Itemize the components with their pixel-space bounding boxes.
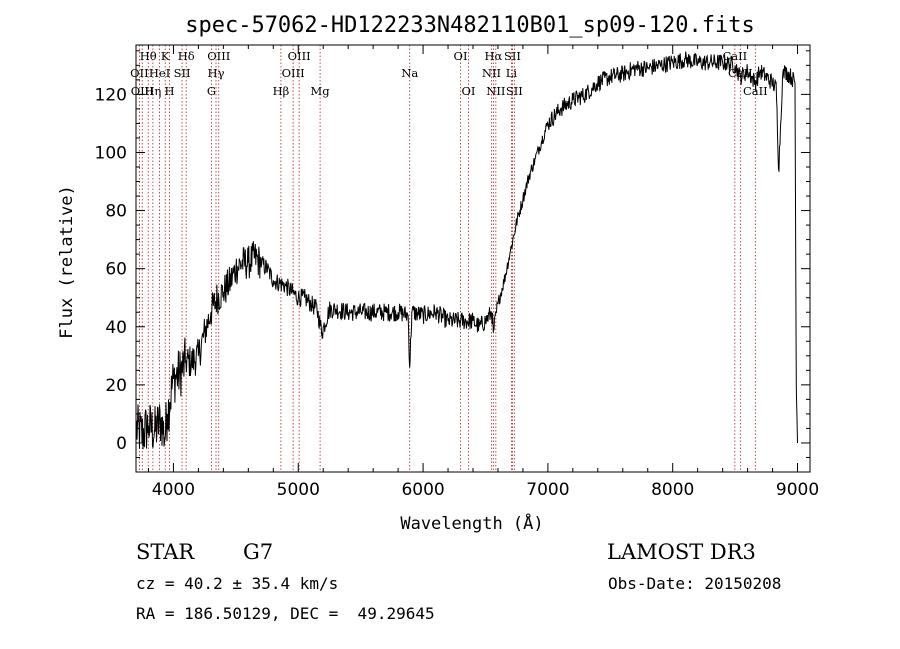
spectral-line-label: OI	[462, 84, 476, 98]
spectral-line-label: G	[207, 84, 216, 98]
x-tick-label: 4000	[152, 480, 195, 500]
spectral-line-label: Mg	[311, 84, 331, 98]
spectral-line-label: OII	[130, 66, 149, 80]
spectral-line-label: CaII	[722, 49, 747, 63]
spectral-line-label: SII	[504, 49, 521, 63]
spectral-line-label: SII	[506, 84, 523, 98]
spectrum-chart: spec-57062-HD122233N482110B01_sp09-120.f…	[57, 13, 819, 534]
y-tick-label: 120	[95, 85, 127, 105]
y-tick-label: 40	[105, 318, 127, 338]
chart-title: spec-57062-HD122233N482110B01_sp09-120.f…	[185, 13, 755, 38]
x-tick-label: 8000	[651, 480, 694, 500]
spectral-line-label: OI	[454, 49, 468, 63]
x-tick-label: 7000	[526, 480, 569, 500]
x-axis-label: Wavelength (Å)	[400, 512, 543, 534]
axis-ticks: 4000 5000 6000 7000 8000 9000 0 20 40 60 80 100 120	[95, 45, 819, 500]
y-tick-label: 60	[105, 260, 127, 280]
y-tick-label: 0	[116, 434, 127, 454]
spectral-line-label: OIII	[288, 49, 311, 63]
spectrum-line	[135, 51, 798, 450]
spectral-line-label: Hβ	[273, 84, 290, 98]
spectral-line-label: Hγ	[208, 66, 225, 80]
spectral-line-markers	[138, 45, 756, 472]
spectral-line-label: Hη	[144, 84, 161, 98]
coordinates-readout: RA = 186.50129, DEC = 49.29645	[136, 604, 435, 623]
object-subclass: G7	[243, 540, 274, 564]
survey-name: LAMOST DR3	[607, 540, 756, 564]
redshift-readout: cz = 40.2 ± 35.4 km/s	[136, 574, 339, 593]
y-tick-label: 80	[105, 202, 127, 222]
spectral-line-label: Hδ	[178, 49, 195, 63]
observation-date: Obs-Date: 20150208	[608, 574, 782, 593]
x-tick-label: 5000	[277, 480, 320, 500]
y-axis-label: Flux (relative)	[57, 185, 77, 339]
spectral-line-label: Hα	[484, 49, 502, 63]
y-tick-label: 20	[105, 376, 127, 396]
spectral-line-label: HeI	[149, 66, 170, 80]
spectral-line-label: H	[165, 84, 175, 98]
spectral-line-label: Li	[506, 66, 518, 80]
spectral-line-label: NII	[482, 66, 501, 80]
spectral-line-label: CaII	[743, 84, 768, 98]
spectral-line-label: Na	[401, 66, 418, 80]
plot-frame	[135, 44, 811, 473]
x-tick-label: 6000	[401, 480, 444, 500]
spectral-line-label: Hθ	[140, 49, 157, 63]
spectral-line-label: K	[161, 49, 170, 63]
spectral-line-label: OIII	[282, 66, 305, 80]
spectral-line-label: OIII	[207, 49, 230, 63]
object-class: STAR	[136, 540, 195, 564]
spectral-line-label: SII	[174, 66, 191, 80]
y-tick-label: 100	[95, 143, 127, 163]
spectral-line-label: NII	[486, 84, 505, 98]
x-tick-label: 9000	[776, 480, 819, 500]
